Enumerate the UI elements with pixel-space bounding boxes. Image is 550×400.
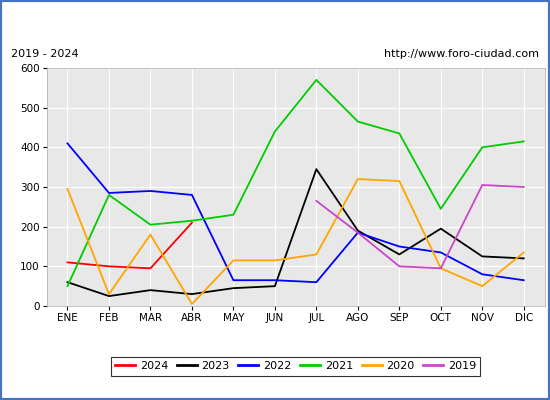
- Text: 2019 - 2024: 2019 - 2024: [11, 49, 79, 59]
- Legend: 2024, 2023, 2022, 2021, 2020, 2019: 2024, 2023, 2022, 2021, 2020, 2019: [111, 357, 481, 376]
- Text: Evolucion Nº Turistas Nacionales en el municipio de Nueva Villa de las Torres: Evolucion Nº Turistas Nacionales en el m…: [19, 14, 531, 28]
- Text: http://www.foro-ciudad.com: http://www.foro-ciudad.com: [384, 49, 539, 59]
